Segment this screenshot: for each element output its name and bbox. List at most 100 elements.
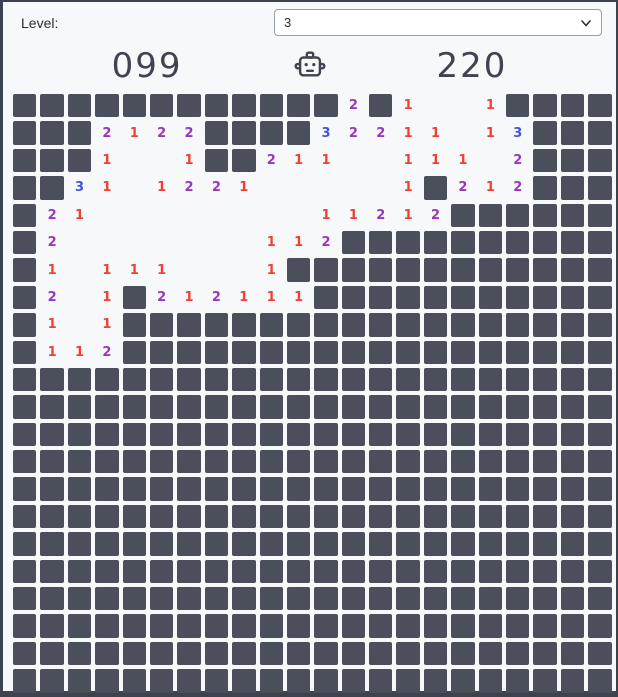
cell-number-2[interactable]: 2 [47,235,57,251]
cell-covered[interactable] [588,313,612,337]
cell-covered[interactable] [232,422,256,447]
cell-covered[interactable] [95,614,119,638]
cell-covered[interactable] [341,422,366,447]
cell-covered[interactable] [149,94,174,118]
cell-empty[interactable] [479,149,502,172]
cell-covered[interactable] [314,641,338,666]
cell-covered[interactable] [259,395,283,419]
cell-empty[interactable] [177,231,200,254]
cell-covered[interactable] [560,313,585,337]
cell-number-2[interactable]: 2 [157,125,167,141]
cell-empty[interactable] [451,94,474,117]
cell-covered[interactable] [122,94,146,118]
cell-covered[interactable] [506,422,530,447]
cell-covered[interactable] [396,641,420,666]
cell-covered[interactable] [314,395,338,419]
cell-covered[interactable] [67,477,92,501]
cell-covered[interactable] [67,450,92,474]
cell-covered[interactable] [478,340,503,364]
cell-covered[interactable] [177,614,201,638]
cell-covered[interactable] [67,587,92,611]
cell-covered[interactable] [286,587,311,611]
cell-covered[interactable] [588,258,612,282]
cell-covered[interactable] [314,422,338,447]
cell-covered[interactable] [588,367,612,392]
cell-covered[interactable] [149,669,174,693]
cell-covered[interactable] [396,587,420,611]
cell-covered[interactable] [67,148,92,173]
cell-covered[interactable] [204,504,229,529]
cell-covered[interactable] [341,669,366,693]
cell-covered[interactable] [451,203,475,227]
cell-covered[interactable] [451,559,475,584]
cell-covered[interactable] [423,395,448,419]
cell-covered[interactable] [204,367,229,392]
cell-covered[interactable] [506,477,530,501]
cell-covered[interactable] [204,669,229,693]
cell-covered[interactable] [259,422,283,447]
cell-covered[interactable] [451,614,475,638]
cell-covered[interactable] [423,340,448,364]
cell-covered[interactable] [40,395,64,419]
cell-covered[interactable] [588,94,612,118]
cell-covered[interactable] [95,504,119,529]
cell-covered[interactable] [588,340,612,364]
cell-number-2[interactable]: 2 [431,207,441,223]
cell-covered[interactable] [560,504,585,529]
cell-covered[interactable] [369,669,393,693]
cell-empty[interactable] [177,204,200,227]
cell-covered[interactable] [177,559,201,584]
cell-covered[interactable] [533,121,557,145]
cell-covered[interactable] [122,532,146,556]
cell-covered[interactable] [13,367,37,392]
level-select[interactable]: 3 [274,9,602,36]
cell-covered[interactable] [560,477,585,501]
cell-covered[interactable] [13,203,37,227]
cell-covered[interactable] [560,641,585,666]
cell-covered[interactable] [369,94,393,118]
cell-number-1[interactable]: 1 [321,152,331,168]
cell-number-1[interactable]: 1 [431,125,441,141]
cell-covered[interactable] [286,121,311,145]
cell-covered[interactable] [341,587,366,611]
cell-covered[interactable] [451,395,475,419]
cell-covered[interactable] [560,176,585,200]
cell-covered[interactable] [588,422,612,447]
cell-empty[interactable] [232,204,255,227]
cell-covered[interactable] [451,669,475,693]
cell-covered[interactable] [232,641,256,666]
cell-covered[interactable] [588,285,612,310]
cell-covered[interactable] [122,422,146,447]
cell-empty[interactable] [232,258,255,281]
cell-covered[interactable] [588,614,612,638]
cell-covered[interactable] [232,313,256,337]
cell-number-1[interactable]: 1 [102,152,112,168]
cell-covered[interactable] [423,367,448,392]
cell-covered[interactable] [122,313,146,337]
cell-covered[interactable] [13,614,37,638]
cell-number-1[interactable]: 1 [294,152,304,168]
cell-covered[interactable] [341,313,366,337]
cell-covered[interactable] [451,641,475,666]
cell-covered[interactable] [396,669,420,693]
cell-covered[interactable] [560,203,585,227]
cell-covered[interactable] [204,94,229,118]
cell-covered[interactable] [286,450,311,474]
cell-covered[interactable] [177,532,201,556]
cell-covered[interactable] [13,422,37,447]
cell-covered[interactable] [423,587,448,611]
cell-covered[interactable] [286,532,311,556]
cell-empty[interactable] [342,149,365,172]
cell-covered[interactable] [95,422,119,447]
cell-covered[interactable] [478,532,503,556]
cell-covered[interactable] [341,367,366,392]
cell-covered[interactable] [13,258,37,282]
cell-covered[interactable] [259,450,283,474]
cell-number-1[interactable]: 1 [431,152,441,168]
cell-empty[interactable] [232,231,255,254]
cell-covered[interactable] [149,340,174,364]
cell-covered[interactable] [506,450,530,474]
cell-covered[interactable] [588,121,612,145]
cell-number-1[interactable]: 1 [485,125,495,141]
cell-covered[interactable] [177,504,201,529]
